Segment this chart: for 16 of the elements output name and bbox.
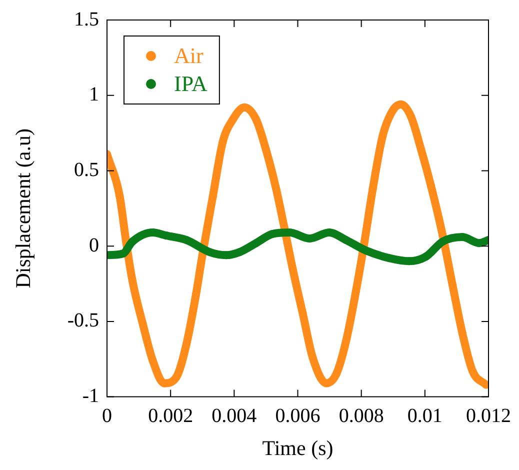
y-axis-title: Displacement (a.u) xyxy=(11,128,36,288)
x-tick-label: 0.01 xyxy=(407,405,442,428)
x-tick-label: 0.006 xyxy=(275,405,320,428)
x-tick-label: 0.002 xyxy=(148,405,194,428)
y-tick-label: 1.5 xyxy=(74,8,99,30)
legend-label: Air xyxy=(174,42,204,68)
y-tick-label: 1 xyxy=(89,84,99,106)
x-tick-label: 0.004 xyxy=(212,405,257,428)
y-tick-label: 0.5 xyxy=(74,158,99,181)
y-tick-label: 0 xyxy=(89,234,99,256)
x-axis-title: Time (s) xyxy=(262,436,334,460)
x-tick-label: 0.008 xyxy=(338,405,384,428)
x-tick-label: 0.012 xyxy=(466,405,511,428)
legend-label: IPA xyxy=(174,70,208,96)
y-tick-label: -1 xyxy=(82,385,99,408)
y-tick-label: -0.5 xyxy=(67,310,99,332)
